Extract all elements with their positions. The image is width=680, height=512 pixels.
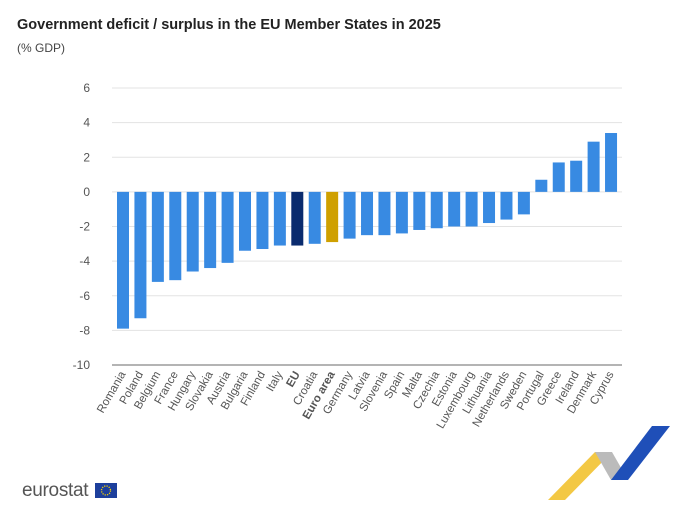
bar-czechia[interactable]	[430, 191, 443, 229]
bar-ireland[interactable]	[570, 160, 583, 192]
bar-france[interactable]	[169, 191, 182, 281]
bar-cyprus[interactable]	[605, 133, 618, 192]
bar-bulgaria[interactable]	[239, 191, 252, 251]
y-tick-label: 6	[83, 81, 90, 95]
chart-subtitle: (% GDP)	[17, 41, 65, 55]
bar-finland[interactable]	[256, 191, 269, 250]
bar-euro-area[interactable]	[326, 191, 339, 243]
y-tick-label: -6	[79, 289, 90, 303]
bar-portugal[interactable]	[535, 179, 548, 192]
bar-estonia[interactable]	[448, 191, 461, 227]
bar-austria[interactable]	[221, 191, 234, 263]
x-tick-label: Italy	[265, 369, 286, 393]
bar-poland[interactable]	[134, 191, 147, 319]
bar-luxembourg[interactable]	[465, 191, 478, 227]
logo-text: eurostat	[22, 480, 89, 501]
eurostat-logo: eurostat	[22, 480, 118, 502]
bar-belgium[interactable]	[151, 191, 164, 282]
y-tick-label: -2	[79, 220, 90, 234]
y-tick-label: 4	[83, 116, 90, 130]
bar-eu[interactable]	[291, 191, 304, 246]
bar-hungary[interactable]	[186, 191, 199, 272]
logo-stripe-blue	[611, 426, 670, 480]
y-tick-label: -4	[79, 254, 90, 268]
bar-germany[interactable]	[343, 191, 356, 239]
bar-greece[interactable]	[552, 162, 565, 192]
bar-denmark[interactable]	[587, 141, 600, 192]
chart-title: Government deficit / surplus in the EU M…	[17, 17, 441, 33]
eu-flag-icon	[95, 483, 118, 498]
y-tick-label: -10	[73, 358, 91, 372]
bar-romania[interactable]	[117, 191, 129, 329]
bar-slovenia[interactable]	[378, 191, 391, 236]
bar-italy[interactable]	[273, 191, 286, 246]
bar-sweden[interactable]	[517, 191, 530, 215]
bar-croatia[interactable]	[308, 191, 321, 244]
bar-latvia[interactable]	[361, 191, 374, 236]
y-tick-label: 2	[83, 150, 90, 164]
bar-spain[interactable]	[395, 191, 408, 234]
y-tick-label: 0	[83, 185, 90, 199]
bar-lithuania[interactable]	[483, 191, 496, 224]
logo-stripe-yellow	[548, 452, 612, 500]
bar-netherlands[interactable]	[500, 191, 513, 220]
bar-malta[interactable]	[413, 191, 426, 230]
bar-slovakia[interactable]	[204, 191, 217, 269]
y-tick-label: -8	[79, 323, 90, 337]
